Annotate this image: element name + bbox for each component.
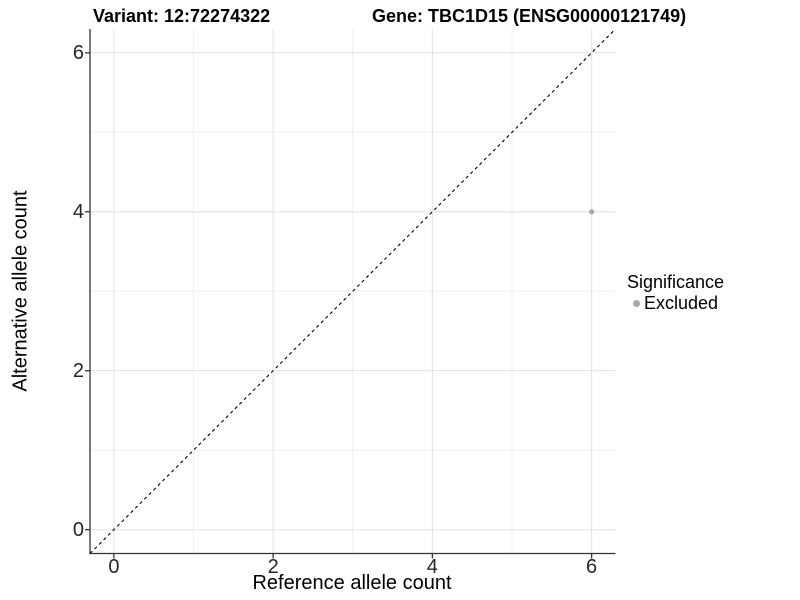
x-tick-label: 0 bbox=[108, 556, 120, 578]
data-point bbox=[589, 209, 595, 215]
x-tick-label: 2 bbox=[267, 556, 279, 578]
y-tick-label: 4 bbox=[72, 200, 84, 223]
legend-entry: Excluded bbox=[627, 293, 724, 313]
gene-title: Gene: TBC1D15 (ENSG00000121749) bbox=[372, 6, 687, 26]
legend-title: Significance bbox=[627, 272, 725, 292]
variant-title: Variant: 12:72274322 bbox=[93, 6, 271, 26]
y-axis-title: Alternative allele count bbox=[9, 190, 32, 392]
x-tick-label: 6 bbox=[586, 556, 598, 578]
legend: Significance Excluded bbox=[627, 272, 724, 313]
legend-entries: Excluded bbox=[627, 293, 724, 313]
legend-key-dot-icon bbox=[633, 299, 640, 307]
x-tick-label: 4 bbox=[426, 556, 438, 578]
y-tick-label: 6 bbox=[72, 41, 84, 64]
x-axis-title: Reference allele count bbox=[252, 572, 452, 594]
y-tick-label: 0 bbox=[72, 518, 84, 541]
legend-entry-label: Excluded bbox=[644, 293, 719, 313]
identity-dashed-line bbox=[89, 28, 616, 554]
y-tick-label: 2 bbox=[72, 359, 84, 382]
